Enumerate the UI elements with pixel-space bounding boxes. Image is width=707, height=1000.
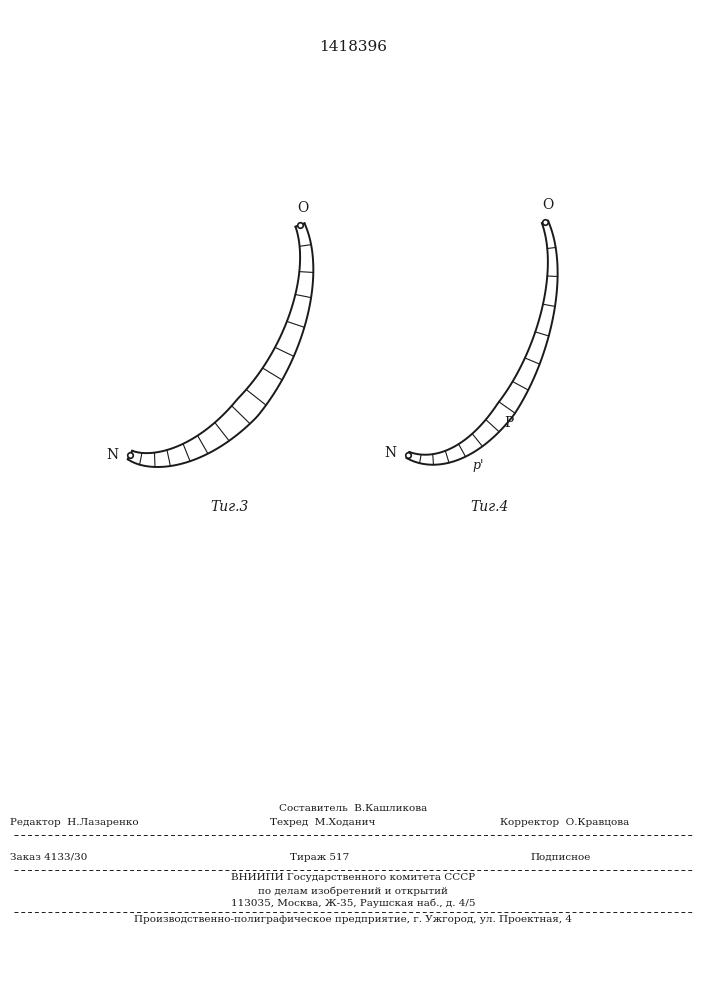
Text: Производственно-полиграфическое предприятие, г. Ужгород, ул. Проектная, 4: Производственно-полиграфическое предприя… — [134, 915, 572, 924]
Text: Корректор  О.Кравцова: Корректор О.Кравцова — [500, 818, 629, 827]
Text: 1418396: 1418396 — [319, 40, 387, 54]
Text: Тираж 517: Тираж 517 — [290, 853, 349, 862]
Text: ВНИИПИ Государственного комитета СССР: ВНИИПИ Государственного комитета СССР — [231, 873, 475, 882]
Text: Τиг.3: Τиг.3 — [211, 500, 249, 514]
Text: Редактор  Н.Лазаренко: Редактор Н.Лазаренко — [10, 818, 139, 827]
Text: 113035, Москва, Ж-35, Раушская наб., д. 4/5: 113035, Москва, Ж-35, Раушская наб., д. … — [230, 899, 475, 908]
Text: Заказ 4133/30: Заказ 4133/30 — [10, 853, 88, 862]
Text: O: O — [298, 201, 309, 215]
Polygon shape — [128, 223, 313, 467]
Text: N: N — [106, 448, 118, 462]
Text: N: N — [384, 446, 396, 460]
Polygon shape — [407, 221, 558, 465]
Text: Составитель  В.Кашликова: Составитель В.Кашликова — [279, 804, 427, 813]
Text: Τиг.4: Τиг.4 — [471, 500, 509, 514]
Text: O: O — [542, 198, 554, 212]
Text: по делам изобретений и открытий: по делам изобретений и открытий — [258, 886, 448, 896]
Text: P: P — [505, 416, 514, 430]
Text: p': p' — [473, 459, 484, 472]
Text: Подписное: Подписное — [530, 853, 590, 862]
Text: Техред  М.Ходанич: Техред М.Ходанич — [270, 818, 375, 827]
